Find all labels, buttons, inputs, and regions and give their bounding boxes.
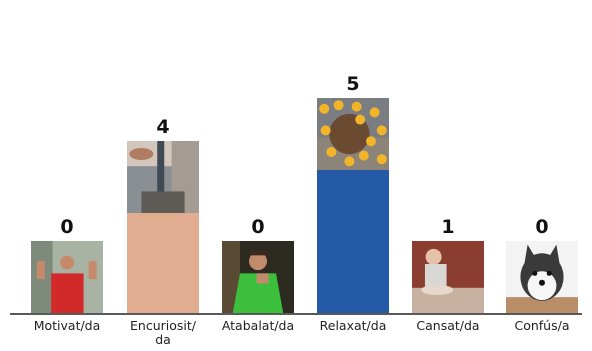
yuzu-fruit-10 <box>320 125 331 136</box>
value-label-cansat-da: 1 <box>441 216 454 238</box>
yuzu-fruit-9 <box>376 154 387 165</box>
hand <box>256 273 269 284</box>
dog-left-eye <box>532 270 538 276</box>
lamp-light <box>222 241 240 313</box>
category-label-cansat-da: Cansat/da <box>416 318 479 333</box>
capybara-in-bath-photo <box>317 98 389 170</box>
baby-head <box>425 248 442 265</box>
category-label-encuriosit-da: Encuriosit/da <box>130 318 197 347</box>
yuzu-fruit-8 <box>358 150 369 161</box>
dog-left-ear <box>524 244 537 267</box>
category-label-conf-s-a: Confús/a <box>514 318 569 333</box>
value-label-motivat-da: 0 <box>60 216 73 238</box>
bed-post <box>157 141 165 213</box>
yuzu-fruit-1 <box>333 100 344 111</box>
blanket <box>421 284 454 295</box>
dog-right-eye <box>546 270 552 276</box>
value-label-conf-s-a: 0 <box>535 216 548 238</box>
baby-on-couch-photo <box>412 241 484 313</box>
man-flexing-photo <box>31 241 103 313</box>
dog-right-ear <box>547 244 560 267</box>
value-label-encuriosit-da: 4 <box>156 116 169 138</box>
left-arm <box>36 261 45 280</box>
labels-layer: 0 Motivat/da 4 Encuriosit/da 0 Atabalat/da 5 Re… <box>34 73 570 347</box>
yuzu-fruit-11 <box>355 114 366 125</box>
green-shirt <box>232 273 284 313</box>
value-label-atabalat-da: 0 <box>251 216 264 238</box>
floor-shadow <box>141 191 185 213</box>
head <box>249 252 267 271</box>
man-eating-photo <box>222 241 294 313</box>
yuzu-fruit-2 <box>351 101 362 112</box>
yuzu-fruit-3 <box>369 107 380 118</box>
yuzu-fruit-7 <box>344 156 355 167</box>
husky-dog-photo <box>506 241 578 313</box>
floor <box>506 297 578 313</box>
category-label-atabalat-da: Atabalat/da <box>222 318 294 333</box>
photos-layer <box>31 98 578 313</box>
baby-body <box>424 264 447 290</box>
dog-nose <box>539 279 545 286</box>
yuzu-fruit-4 <box>376 125 387 136</box>
sleeping-person-photo <box>127 141 199 213</box>
yuzu-fruit-0 <box>319 103 330 114</box>
yuzu-fruit-6 <box>326 147 337 157</box>
category-label-relaxat-da: Relaxat/da <box>320 318 387 333</box>
value-label-relaxat-da: 5 <box>346 73 359 95</box>
yuzu-fruit-5 <box>366 136 376 147</box>
face <box>129 147 154 160</box>
red-shirt <box>51 273 84 313</box>
right-arm <box>88 261 97 280</box>
hair <box>250 250 269 256</box>
category-label-motivat-da: Motivat/da <box>34 318 101 333</box>
head <box>60 255 74 270</box>
